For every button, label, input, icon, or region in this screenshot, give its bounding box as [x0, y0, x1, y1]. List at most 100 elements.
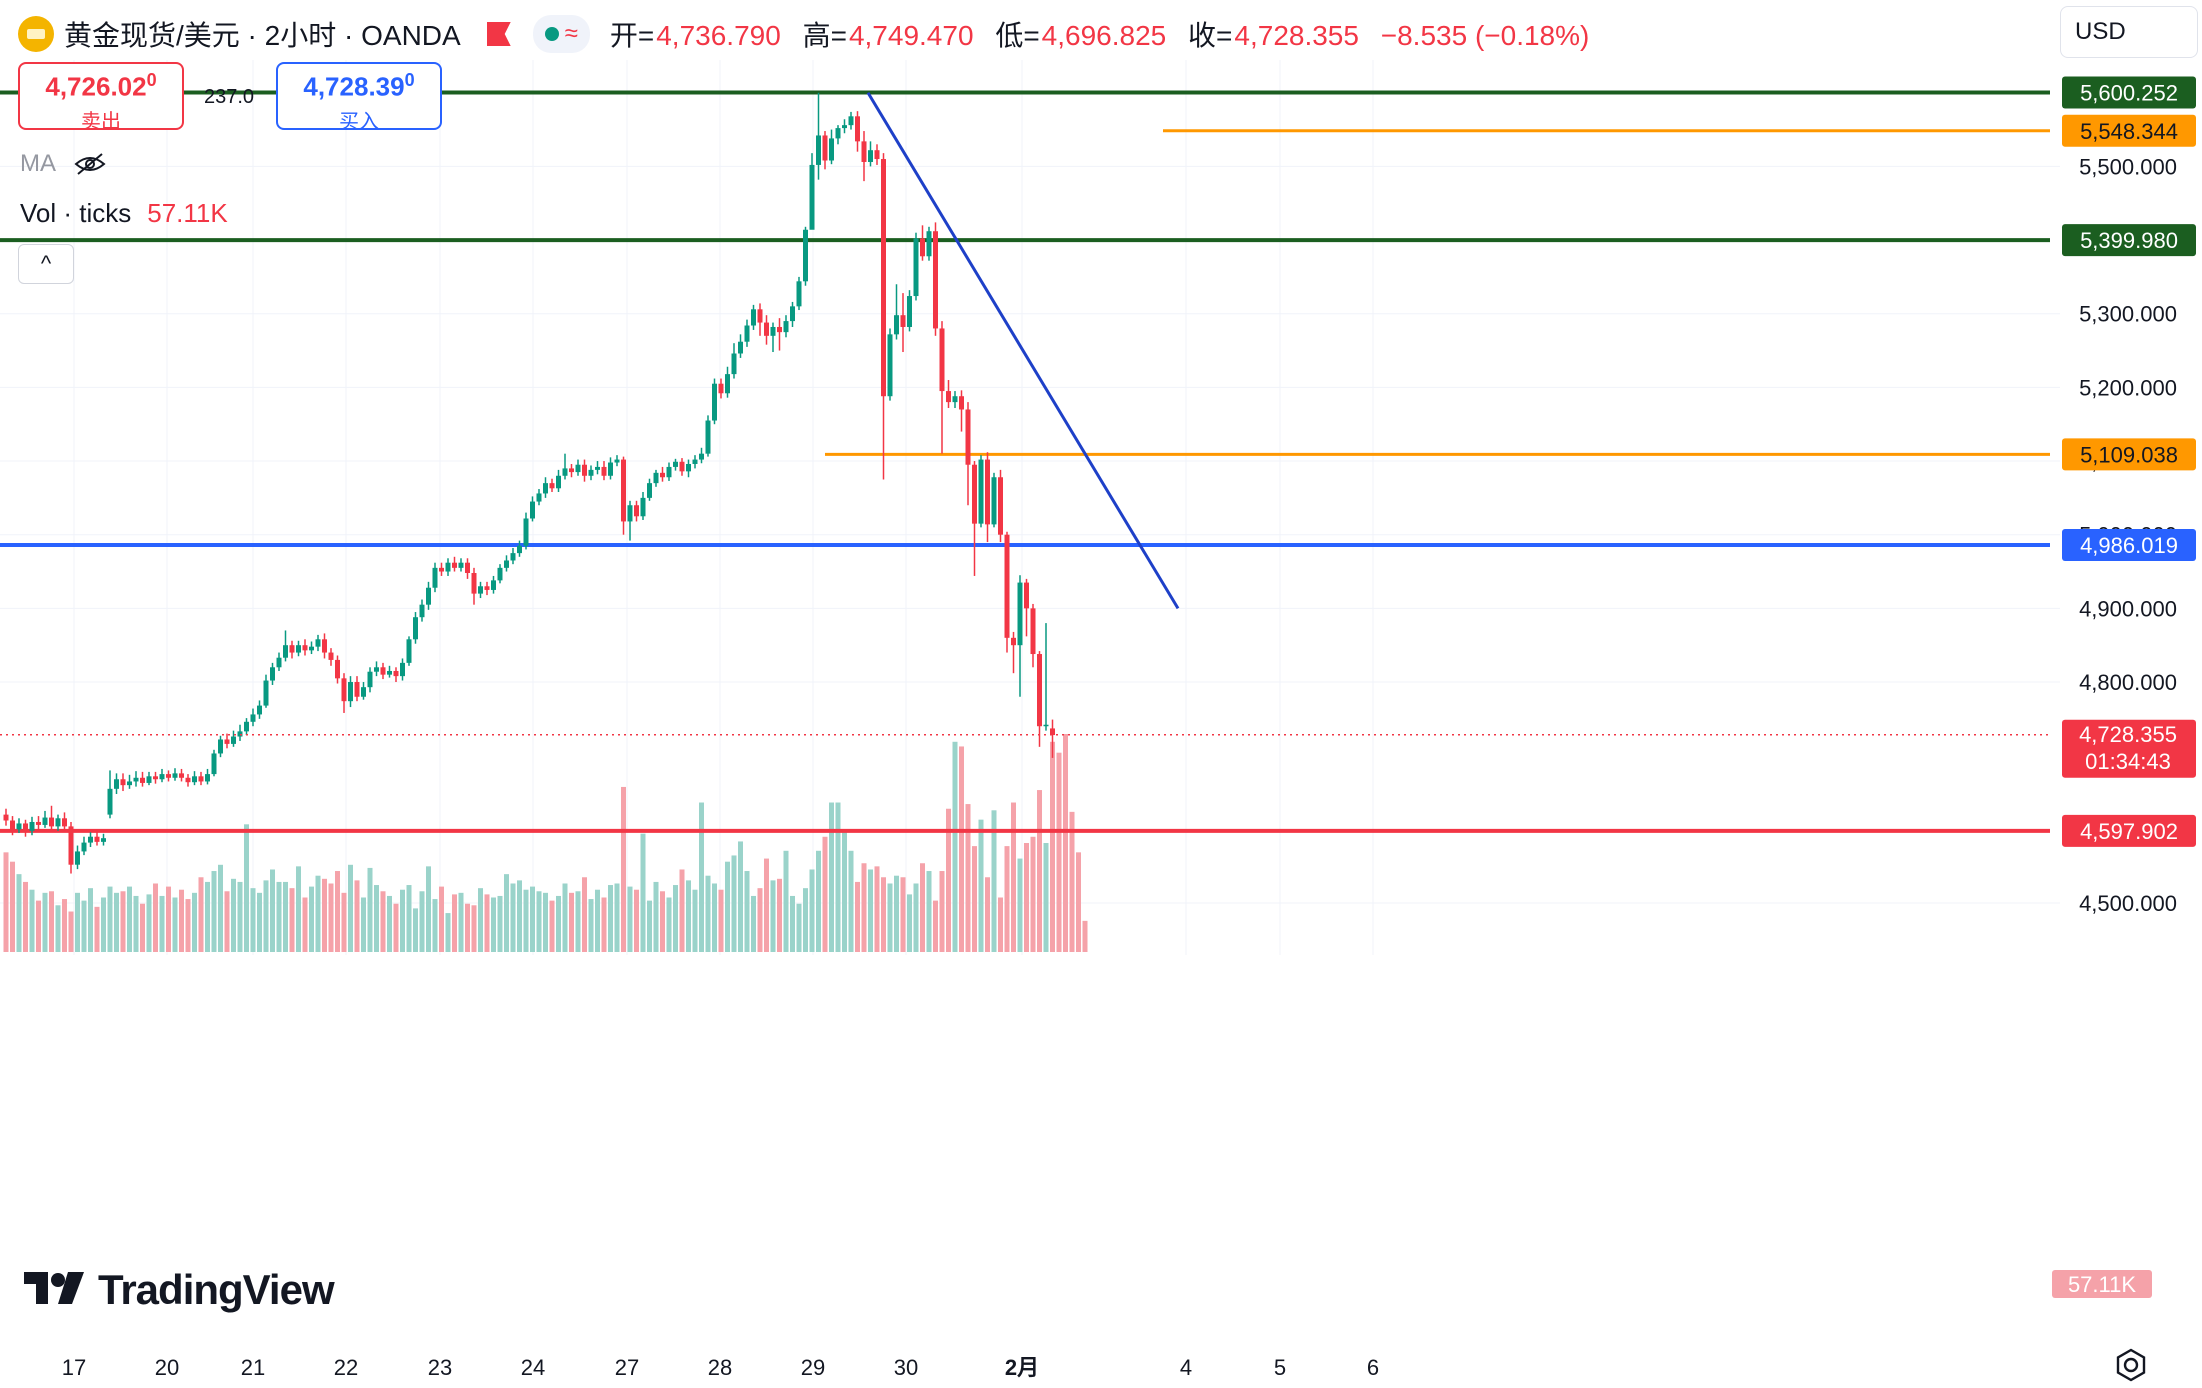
volume-bar — [218, 864, 223, 952]
candle-body — [296, 645, 301, 653]
volume-value: 57.11K — [2068, 1272, 2136, 1297]
candle-body — [29, 821, 35, 831]
price-level-label: 5,600.252 — [2080, 81, 2178, 106]
volume-bar — [348, 864, 353, 952]
candle-body — [237, 731, 243, 737]
candle-body — [1050, 728, 1055, 736]
candle-body — [848, 116, 854, 126]
volume-bar — [848, 850, 854, 952]
time-tick-label: 5 — [1274, 1355, 1286, 1380]
volume-bar — [471, 905, 477, 952]
candle-body — [374, 667, 379, 672]
sell-label: 卖出 — [81, 110, 121, 133]
candle-body — [517, 545, 522, 554]
volume-bar — [68, 911, 74, 952]
candle-body — [504, 560, 509, 568]
candle-body — [224, 739, 230, 744]
candle-body — [432, 567, 438, 588]
flag-icon[interactable] — [486, 22, 511, 46]
volume-bar — [75, 892, 80, 952]
volume-bar — [55, 905, 61, 952]
volume-bar — [751, 895, 756, 952]
candle-body — [653, 472, 659, 484]
volume-legend[interactable]: Vol · ticks 57.11K — [20, 198, 228, 229]
volume-bar — [419, 891, 425, 952]
close-value: 4,728.355 — [1234, 20, 1359, 51]
volume-bar — [757, 888, 763, 952]
volume-bar — [205, 881, 210, 952]
volume-bar — [445, 913, 451, 952]
candle-body — [1017, 582, 1023, 646]
volume-bar — [198, 877, 204, 952]
sell-price: 4,726.02 — [45, 71, 147, 102]
spread-value: 237.0 — [204, 86, 255, 108]
candle-body — [835, 128, 841, 139]
volume-bar — [614, 883, 620, 952]
volume-bar — [380, 891, 386, 952]
volume-bar — [803, 888, 808, 952]
price-tick-label: 5,200.000 — [2079, 375, 2177, 400]
tradingview-logo: TradingView — [24, 1266, 335, 1314]
volume-bar — [387, 895, 392, 952]
tradingview-wordmark: TradingView — [98, 1266, 335, 1313]
volume-bar — [237, 881, 243, 952]
candle-body — [393, 670, 399, 677]
candle-body — [829, 138, 834, 161]
trendline[interactable] — [866, 91, 1180, 610]
volume-bar — [367, 867, 373, 952]
volume-bar — [484, 894, 490, 952]
volume-bar — [62, 899, 67, 952]
volume-bar — [731, 855, 737, 952]
collapse-legend-button[interactable]: ^ — [18, 244, 74, 284]
volume-bar — [952, 741, 958, 952]
settings-gear-icon[interactable] — [2114, 1348, 2148, 1382]
candle-body — [328, 652, 334, 660]
candle-body — [796, 281, 802, 307]
countdown-value: 01:34:43 — [2085, 749, 2171, 774]
candle-body — [179, 773, 184, 778]
volume-bar — [29, 889, 35, 952]
candle-body — [283, 645, 288, 658]
symbol-title[interactable]: 黄金现货/美元 · 2小时 · OANDA — [64, 20, 461, 51]
candle-body — [595, 466, 600, 470]
time-tick-label: 24 — [521, 1355, 545, 1380]
volume-bar — [653, 881, 659, 952]
indicator-pill[interactable]: ≈ — [532, 15, 590, 53]
volume-legend-value: 57.11K — [147, 198, 228, 228]
candle-body — [569, 468, 574, 473]
candle-body — [276, 657, 282, 668]
eye-hidden-icon[interactable] — [74, 152, 106, 176]
candle-body — [816, 135, 821, 165]
volume-bar — [634, 889, 639, 952]
candle-body — [367, 671, 373, 688]
ma-legend[interactable]: MA — [20, 150, 106, 178]
currency-select[interactable]: USD — [2060, 6, 2198, 58]
price-level-labels: 5,600.252 5,548.344 5,399.980 5,109.038 4,98… — [2062, 76, 2196, 847]
price-tick-label: 4,800.000 — [2079, 670, 2177, 695]
volume-bar — [1056, 752, 1062, 952]
volume-bar — [1076, 852, 1081, 952]
low-value: 4,696.825 — [1041, 20, 1167, 51]
buy-button[interactable]: 4,728.390 买入 — [276, 62, 442, 133]
candle-body — [543, 483, 548, 494]
candle-body — [49, 817, 54, 827]
candle-body — [23, 823, 28, 831]
candle-body — [445, 562, 451, 572]
candle-body — [673, 461, 678, 467]
volume-bar — [530, 886, 535, 952]
candle-body — [81, 842, 87, 852]
candle-body — [952, 396, 958, 403]
gold-coin-icon — [18, 16, 54, 52]
price-level-badge — [2062, 438, 2196, 471]
candle-body — [127, 781, 132, 786]
volume-bar — [894, 875, 899, 952]
candle-body — [198, 776, 204, 782]
volume-bar — [393, 903, 399, 952]
candle-body — [660, 472, 665, 478]
volume-bar — [42, 892, 48, 952]
volume-bar — [335, 871, 340, 952]
sell-button[interactable]: 4,726.020 卖出 — [18, 62, 184, 133]
candle-body — [413, 617, 418, 640]
volume-bar — [855, 881, 860, 952]
